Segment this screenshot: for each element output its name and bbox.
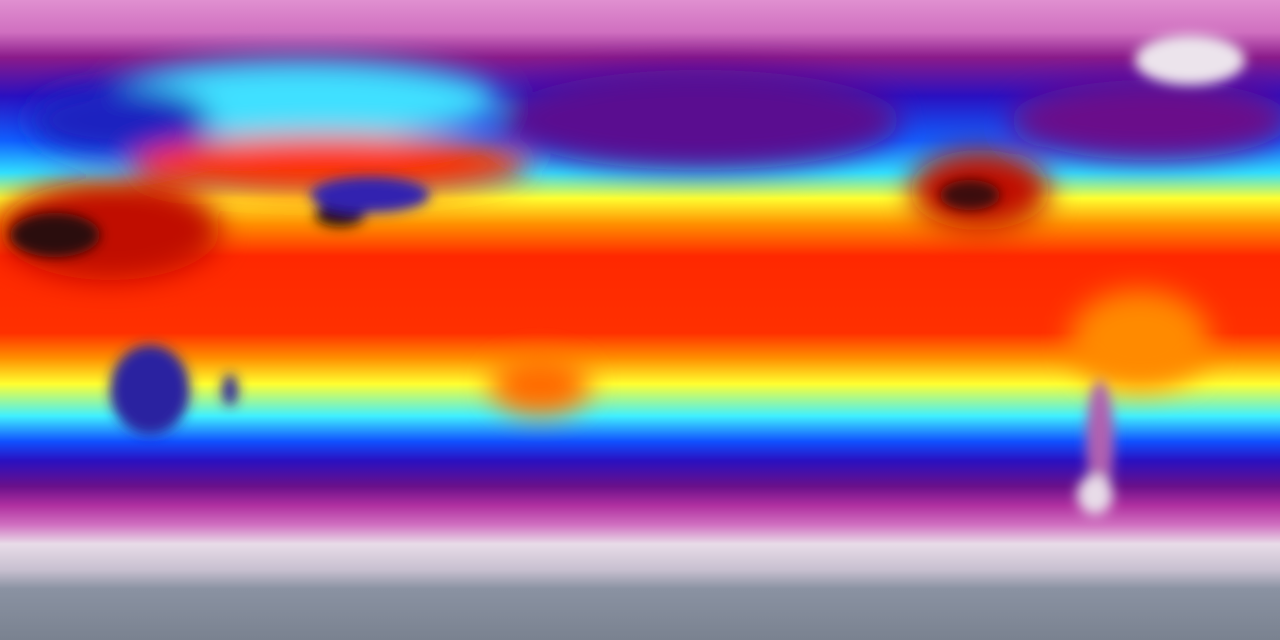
andes <box>1086 380 1114 500</box>
mexico-hotspot <box>940 180 1000 210</box>
patagonia <box>1077 475 1113 515</box>
south-america <box>1070 290 1210 390</box>
sahara <box>10 213 100 257</box>
australia <box>490 355 590 415</box>
greenland <box>1135 35 1245 85</box>
north-atlantic <box>1010 80 1280 160</box>
southern-africa <box>110 345 190 435</box>
tibetan-plateau <box>310 177 430 213</box>
north-pacific <box>500 70 900 170</box>
madagascar <box>222 374 238 406</box>
central-asia <box>130 135 530 195</box>
europe <box>30 85 210 155</box>
